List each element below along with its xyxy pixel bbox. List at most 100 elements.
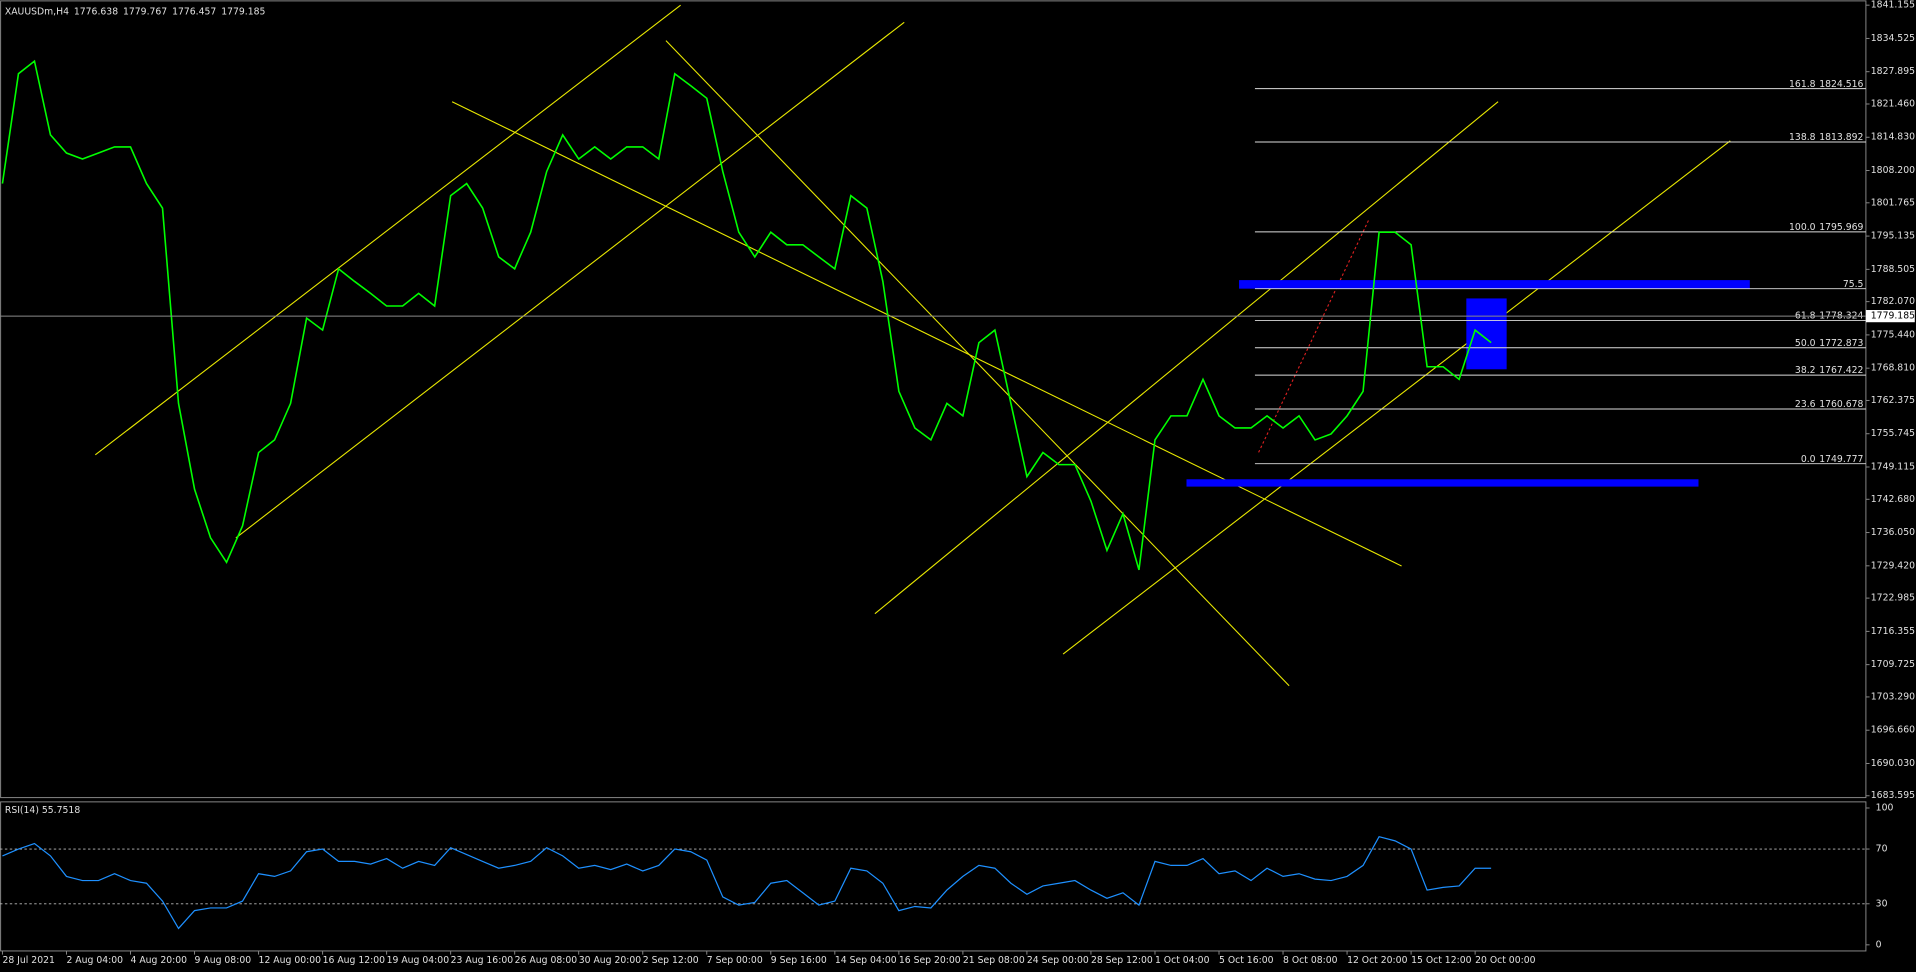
rsi-line <box>2 835 1492 930</box>
y-tick-label: 1841.155 <box>1871 0 1915 11</box>
rsi-frame <box>0 801 1867 952</box>
high: 1779.767 <box>123 6 167 17</box>
fib-price: 1795.969 <box>1819 222 1863 233</box>
open: 1776.638 <box>74 6 118 17</box>
rsi-tick-label: 70 <box>1876 844 1888 855</box>
y-tick-label: 1762.375 <box>1871 395 1915 406</box>
y-tick-label: 1755.745 <box>1871 428 1915 439</box>
x-tick-label: 26 Aug 08:00 <box>515 955 578 966</box>
x-tick-label: 14 Sep 04:00 <box>835 955 897 966</box>
channel-line <box>94 4 681 456</box>
x-tick-label: 12 Aug 00:00 <box>259 955 322 966</box>
support-zone <box>1186 479 1699 487</box>
rsi-tick-label: 0 <box>1876 939 1882 950</box>
resistance-zone <box>1239 280 1750 289</box>
chart-header: XAUUSDm,H4 1776.638 1779.767 1776.457 1779.1… <box>5 6 266 17</box>
channel-line <box>665 40 1290 687</box>
x-tick-label: 1 Oct 04:00 <box>1155 955 1210 966</box>
y-tick-label: 1736.050 <box>1871 527 1915 538</box>
fib-price: 1760.678 <box>1819 399 1863 410</box>
y-tick-label: 1703.290 <box>1871 691 1915 702</box>
close: 1779.185 <box>221 6 265 17</box>
fib-price: 1749.777 <box>1819 453 1863 464</box>
fib-label: 61.8 1778.324 <box>1795 310 1864 321</box>
y-tick-label: 1749.115 <box>1871 461 1915 472</box>
channel-line <box>874 101 1499 615</box>
y-tick-label: 1775.440 <box>1871 329 1915 340</box>
fib-level: 23.6 <box>1795 399 1816 410</box>
x-tick-label: 30 Aug 20:00 <box>579 955 642 966</box>
current-price-label: 1779.185 <box>1871 311 1915 322</box>
fib-price: 1772.873 <box>1819 337 1863 348</box>
fib-price: 1813.892 <box>1819 132 1863 143</box>
trendlines <box>94 4 1731 687</box>
x-tick-label: 8 Oct 08:00 <box>1283 955 1338 966</box>
y-tick-label: 1690.030 <box>1871 758 1915 769</box>
entry-zone <box>1466 298 1507 370</box>
fib-price: 1778.324 <box>1819 310 1863 321</box>
y-tick-label: 1709.725 <box>1871 659 1915 670</box>
price-line <box>1 59 1492 571</box>
fib-label: 138.8 1813.892 <box>1789 132 1863 143</box>
low: 1776.457 <box>172 6 216 17</box>
y-tick-label: 1834.525 <box>1871 33 1915 44</box>
fib-price: 1767.422 <box>1819 365 1863 376</box>
x-tick-label: 16 Aug 12:00 <box>323 955 386 966</box>
x-tick-label: 21 Sep 08:00 <box>963 955 1025 966</box>
rsi-tick-label: 30 <box>1876 898 1888 909</box>
x-tick-label: 9 Aug 08:00 <box>195 955 252 966</box>
symbol: XAUUSDm,H4 <box>5 6 69 17</box>
fib-level: 0.0 <box>1801 453 1816 464</box>
x-tick-label: 24 Sep 00:00 <box>1027 955 1089 966</box>
x-tick-label: 2 Sep 12:00 <box>643 955 699 966</box>
fib-label: 161.8 1824.516 <box>1789 78 1864 89</box>
x-tick-label: 19 Aug 04:00 <box>387 955 450 966</box>
channel-line <box>451 101 1402 567</box>
y-tick-label: 1827.895 <box>1871 66 1915 77</box>
fib-level: 50.0 <box>1795 337 1816 348</box>
fib-label: 100.0 1795.969 <box>1789 222 1864 233</box>
y-tick-label: 1788.505 <box>1871 264 1915 275</box>
y-tick-label: 1683.595 <box>1871 790 1915 801</box>
zones <box>1186 280 1750 487</box>
y-tick-label: 1696.660 <box>1871 725 1915 736</box>
x-tick-label: 20 Oct 00:00 <box>1475 955 1536 966</box>
channel-line <box>235 21 905 539</box>
y-tick-label: 1782.070 <box>1871 296 1915 307</box>
y-tick-label: 1821.460 <box>1871 98 1915 109</box>
fib-level: 61.8 <box>1795 310 1816 321</box>
x-tick-label: 16 Sep 20:00 <box>899 955 961 966</box>
y-tick-label: 1716.355 <box>1871 626 1915 637</box>
current-price-box <box>1865 310 1915 323</box>
fib-label: 0.0 1749.777 <box>1801 453 1864 464</box>
x-tick-label: 12 Oct 20:00 <box>1347 955 1408 966</box>
fib-label: 38.2 1767.422 <box>1795 365 1864 376</box>
x-tick-label: 4 Aug 20:00 <box>131 955 188 966</box>
fib-level: 75.5 <box>1843 278 1864 289</box>
fib-base-line <box>1258 219 1370 453</box>
channel-line <box>1062 140 1731 655</box>
fib-label: 50.0 1772.873 <box>1795 337 1864 348</box>
y-tick-label: 1814.830 <box>1871 132 1915 143</box>
rsi-title: RSI(14) 55.7518 <box>5 805 80 816</box>
y-tick-label: 1795.135 <box>1871 231 1915 242</box>
y-tick-label: 1808.200 <box>1871 165 1915 176</box>
y-tick-label: 1722.985 <box>1871 593 1915 604</box>
x-tick-label: 28 Jul 2021 <box>2 955 55 966</box>
fib-label: 75.5 <box>1843 278 1864 289</box>
x-tick-label: 2 Aug 04:00 <box>66 955 123 966</box>
y-tick-label: 1742.680 <box>1871 494 1915 505</box>
fib-level: 100.0 <box>1789 222 1816 233</box>
x-tick-label: 7 Sep 00:00 <box>707 955 763 966</box>
fib-label: 23.6 1760.678 <box>1795 399 1864 410</box>
y-tick-label: 1729.420 <box>1871 560 1915 571</box>
fib-level: 138.8 <box>1789 132 1816 143</box>
fib-level: 161.8 <box>1789 78 1816 89</box>
y-tick-label: 1768.810 <box>1871 363 1915 374</box>
x-tick-label: 5 Oct 16:00 <box>1219 955 1274 966</box>
fib-price: 1824.516 <box>1819 78 1863 89</box>
rsi-tick-label: 100 <box>1876 802 1894 813</box>
x-tick-label: 28 Sep 12:00 <box>1091 955 1153 966</box>
